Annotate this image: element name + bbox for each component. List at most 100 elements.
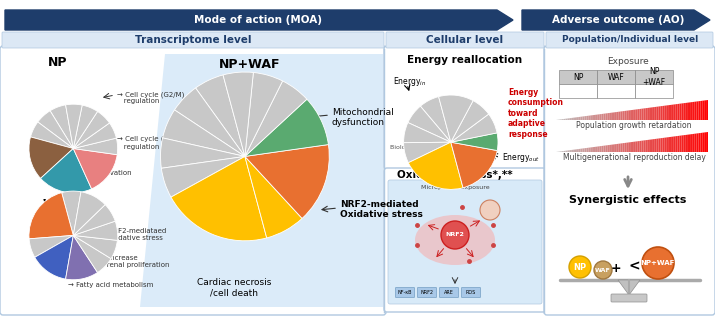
FancyBboxPatch shape <box>384 168 546 312</box>
Text: WAF: WAF <box>42 198 74 210</box>
Circle shape <box>569 256 591 278</box>
FancyBboxPatch shape <box>635 70 673 84</box>
Wedge shape <box>451 100 488 142</box>
Text: NP: NP <box>573 263 586 271</box>
Polygon shape <box>670 105 672 120</box>
Polygon shape <box>596 147 598 152</box>
Polygon shape <box>140 54 383 307</box>
Text: NRF2-mediated
Oxidative stress: NRF2-mediated Oxidative stress <box>340 200 423 219</box>
Polygon shape <box>702 132 704 152</box>
Polygon shape <box>678 104 679 120</box>
Polygon shape <box>651 139 653 152</box>
Polygon shape <box>611 144 613 152</box>
Polygon shape <box>600 146 601 152</box>
Polygon shape <box>699 133 701 152</box>
Polygon shape <box>687 135 689 152</box>
FancyBboxPatch shape <box>559 70 597 84</box>
Polygon shape <box>607 113 609 120</box>
Text: → Cell cycle (G1/S)
   regulation: → Cell cycle (G1/S) regulation <box>117 136 183 149</box>
Wedge shape <box>223 72 253 156</box>
Polygon shape <box>594 115 596 120</box>
Wedge shape <box>73 192 105 235</box>
Polygon shape <box>662 106 664 120</box>
Polygon shape <box>659 138 661 152</box>
Polygon shape <box>668 137 670 152</box>
Polygon shape <box>699 101 701 120</box>
Wedge shape <box>245 81 307 156</box>
Polygon shape <box>577 149 579 152</box>
Polygon shape <box>592 115 594 120</box>
Wedge shape <box>451 133 498 150</box>
Polygon shape <box>651 107 653 120</box>
Polygon shape <box>649 139 651 152</box>
Text: Microplastic exposure: Microplastic exposure <box>420 185 489 190</box>
Polygon shape <box>666 137 668 152</box>
Polygon shape <box>630 142 632 152</box>
Polygon shape <box>588 148 590 152</box>
FancyBboxPatch shape <box>2 32 384 48</box>
Polygon shape <box>560 119 562 120</box>
FancyBboxPatch shape <box>546 32 713 48</box>
Polygon shape <box>674 136 676 152</box>
Text: <: < <box>628 259 640 273</box>
Polygon shape <box>600 114 601 120</box>
Polygon shape <box>583 148 584 152</box>
FancyBboxPatch shape <box>395 288 415 297</box>
Polygon shape <box>661 106 662 120</box>
Circle shape <box>594 261 612 279</box>
Wedge shape <box>61 191 81 235</box>
Polygon shape <box>636 141 638 152</box>
Polygon shape <box>678 136 679 152</box>
Polygon shape <box>558 119 560 120</box>
Polygon shape <box>621 143 623 152</box>
Text: WAF: WAF <box>608 72 624 82</box>
Polygon shape <box>644 140 646 152</box>
Circle shape <box>441 221 469 249</box>
Wedge shape <box>245 72 282 156</box>
Polygon shape <box>693 102 695 120</box>
FancyBboxPatch shape <box>461 288 480 297</box>
Polygon shape <box>701 101 702 120</box>
Polygon shape <box>581 149 583 152</box>
Polygon shape <box>598 114 600 120</box>
Polygon shape <box>626 111 628 120</box>
Polygon shape <box>659 106 661 120</box>
Polygon shape <box>681 103 684 120</box>
Polygon shape <box>598 146 600 152</box>
Polygon shape <box>661 138 662 152</box>
Polygon shape <box>568 118 569 120</box>
Wedge shape <box>31 122 73 149</box>
Polygon shape <box>672 137 674 152</box>
FancyArrow shape <box>5 10 513 30</box>
Polygon shape <box>562 119 563 120</box>
Polygon shape <box>634 110 636 120</box>
Polygon shape <box>649 107 651 120</box>
Polygon shape <box>662 138 664 152</box>
Polygon shape <box>571 118 573 120</box>
Polygon shape <box>579 149 581 152</box>
Polygon shape <box>656 138 659 152</box>
Wedge shape <box>29 193 73 239</box>
Polygon shape <box>689 102 691 120</box>
Polygon shape <box>615 112 617 120</box>
Polygon shape <box>586 148 588 152</box>
Polygon shape <box>646 108 647 120</box>
FancyBboxPatch shape <box>611 294 647 302</box>
Text: NP+WAF: NP+WAF <box>220 58 281 71</box>
Polygon shape <box>655 107 656 120</box>
Polygon shape <box>560 151 562 152</box>
Polygon shape <box>618 143 621 152</box>
Polygon shape <box>606 113 607 120</box>
Polygon shape <box>617 112 618 120</box>
FancyBboxPatch shape <box>597 84 635 98</box>
Polygon shape <box>569 150 571 152</box>
Polygon shape <box>609 113 611 120</box>
Wedge shape <box>73 235 117 259</box>
Polygon shape <box>684 103 685 120</box>
Polygon shape <box>672 105 674 120</box>
Wedge shape <box>245 156 302 238</box>
Polygon shape <box>603 145 606 152</box>
Polygon shape <box>577 117 579 120</box>
Polygon shape <box>655 139 656 152</box>
Polygon shape <box>674 104 676 120</box>
